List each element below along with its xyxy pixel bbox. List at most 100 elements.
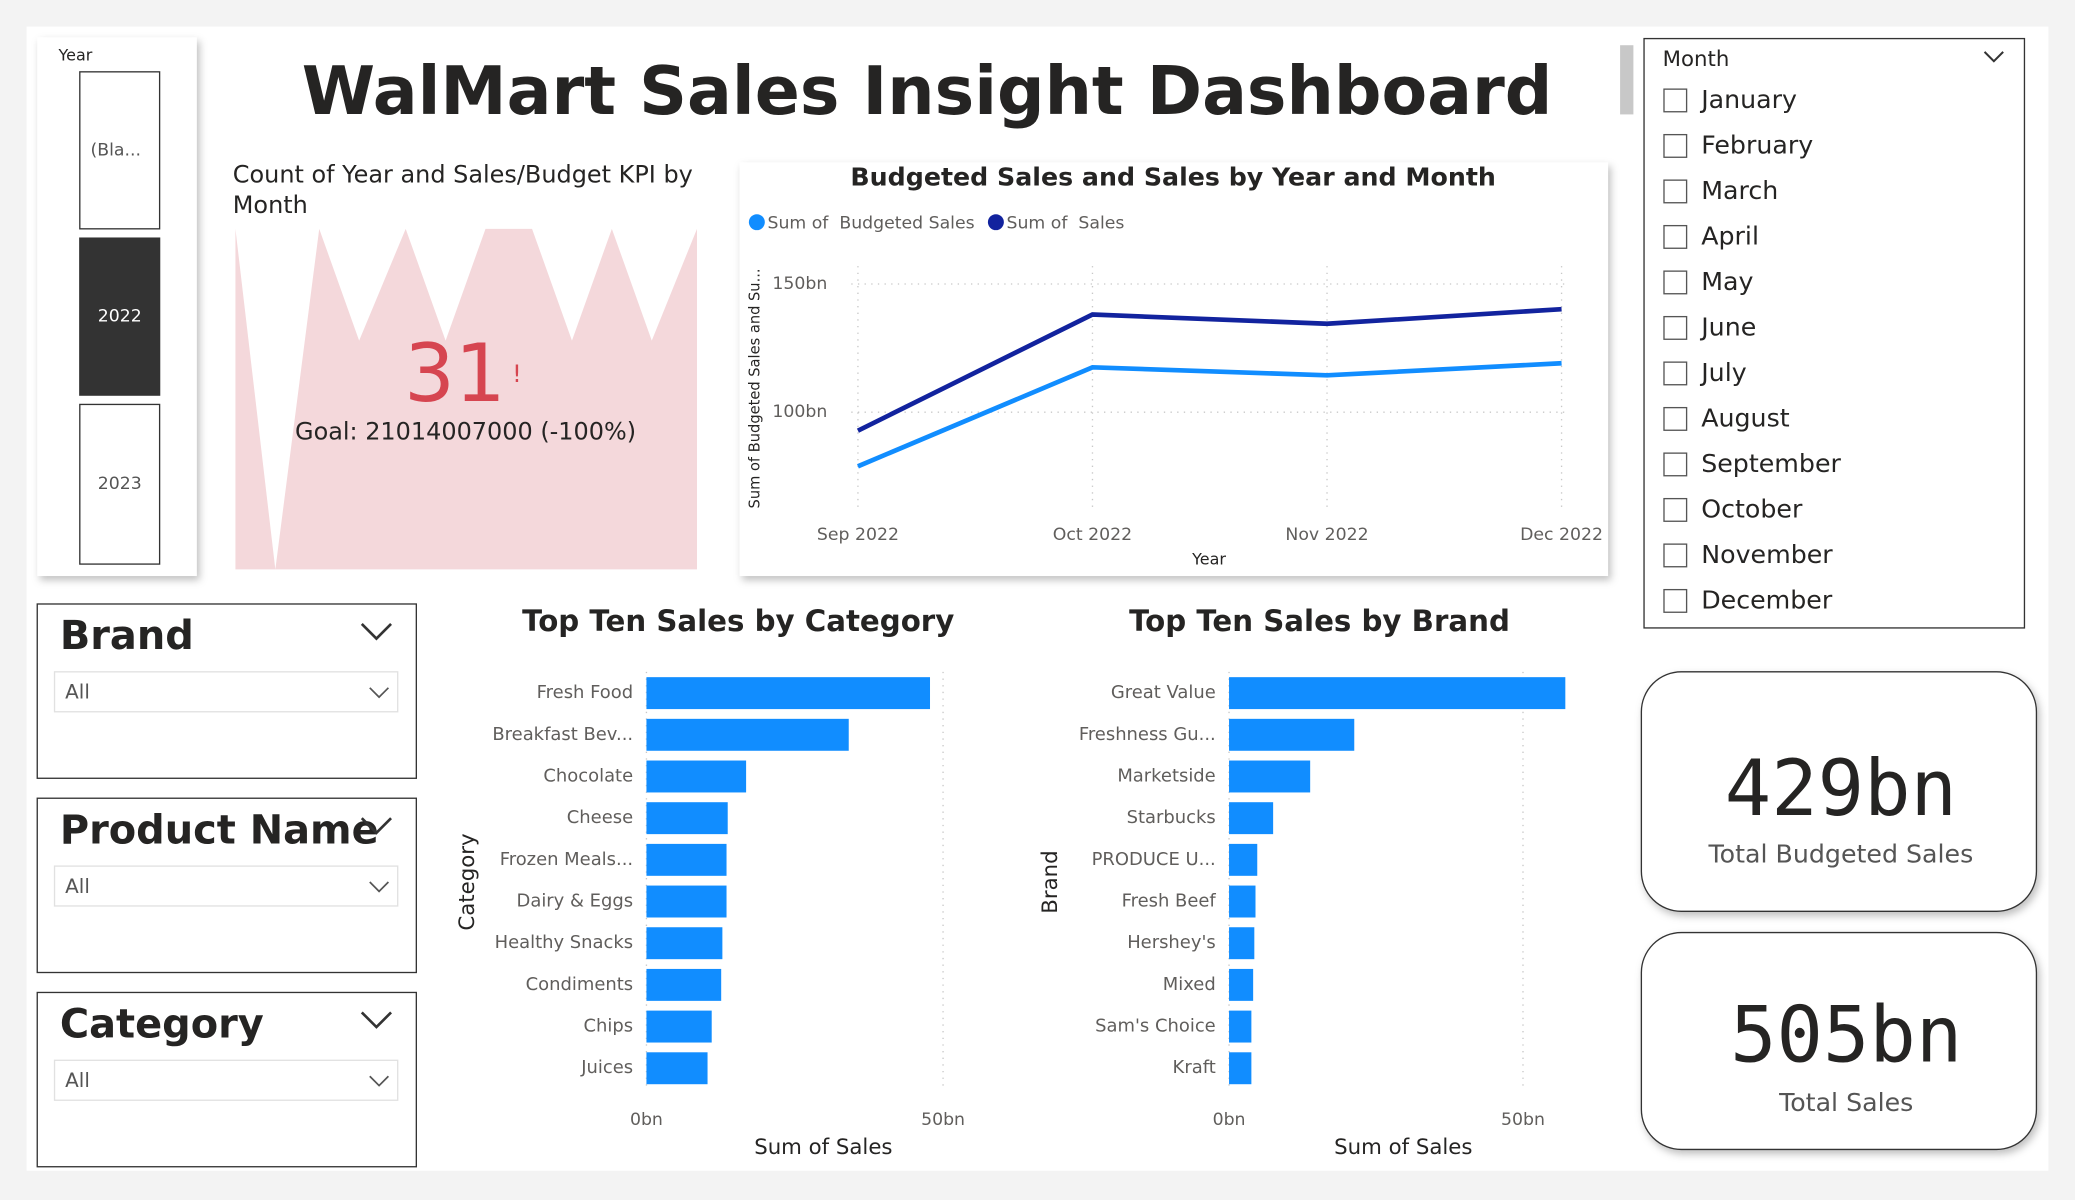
kpi-alert: !	[512, 360, 522, 388]
bar	[646, 677, 931, 710]
y-tick-label: Freshness Gu...	[1079, 724, 1216, 745]
year-option: (Bla...	[90, 140, 140, 160]
month-checkbox[interactable]	[1663, 270, 1688, 295]
month-checkbox[interactable]	[1663, 133, 1688, 158]
y-tick-label: Healthy Snacks	[495, 932, 634, 953]
series-line	[857, 360, 1562, 469]
y-tick-label: Fresh Food	[537, 682, 633, 703]
year-option-box[interactable]	[79, 403, 161, 565]
bar	[1229, 927, 1255, 960]
dashboard-title: WalMart Sales Insight Dashboard	[302, 52, 1553, 130]
legend-label: Sum of Sales	[1007, 214, 1125, 234]
y-axis-label: Brand	[1038, 850, 1063, 913]
month-option[interactable]: January	[1699, 85, 1797, 114]
filter-chevron[interactable]	[360, 623, 392, 641]
month-option[interactable]: May	[1701, 267, 1753, 296]
card	[1640, 671, 2038, 912]
card-value: 505bn	[1730, 990, 1962, 1080]
year-option: 2023	[98, 474, 142, 494]
month-checkbox[interactable]	[1663, 179, 1688, 204]
month-checkbox[interactable]	[1663, 315, 1688, 340]
bar	[646, 760, 747, 793]
month-checkbox[interactable]	[1663, 406, 1688, 431]
dropdown-chevron	[369, 1075, 390, 1087]
month-option[interactable]: June	[1699, 313, 1756, 342]
kpi-value: 31	[404, 327, 506, 420]
dropdown-chevron	[369, 881, 390, 893]
kpi-goal: Goal: 21014007000 (-100%)	[295, 417, 636, 445]
filter-label: Brand	[60, 613, 194, 659]
y-axis-label: Category	[455, 833, 480, 930]
month-checkbox[interactable]	[1663, 88, 1688, 113]
y-tick-label: Kraft	[1173, 1057, 1216, 1078]
bar	[1229, 677, 1566, 710]
month-option[interactable]: February	[1701, 131, 1813, 160]
x-tick-label: Oct 2022	[1053, 525, 1132, 545]
month-option[interactable]: July	[1699, 358, 1746, 387]
bar	[1229, 843, 1258, 876]
filter-value: All	[65, 680, 90, 704]
kpi-title-box: Count of Year and Sales/Budget KPI by Mo…	[232, 160, 693, 220]
bar	[646, 927, 723, 960]
bar	[646, 843, 727, 876]
card	[1640, 931, 2038, 1151]
month-chevron[interactable]	[1983, 51, 2004, 63]
filter-dropdown[interactable]	[53, 1059, 399, 1101]
month-checkbox[interactable]	[1663, 361, 1688, 386]
bar	[646, 718, 849, 751]
y-tick-label: Cheese	[567, 807, 633, 828]
kpi-trend	[235, 228, 697, 570]
y-tick-label: Great Value	[1111, 682, 1216, 703]
month-checkbox[interactable]	[1663, 497, 1688, 522]
y-tick-label: Starbucks	[1127, 807, 1216, 828]
chart-title: Top Ten Sales by Category	[522, 604, 954, 638]
filter-chevron[interactable]	[360, 1011, 392, 1029]
x-axis-label: Sum of Sales	[1334, 1135, 1472, 1160]
year-slicer-label: Year	[58, 45, 93, 64]
month-checkbox[interactable]	[1663, 543, 1688, 568]
filter-dropdown[interactable]	[53, 671, 399, 713]
month-checkbox[interactable]	[1663, 588, 1688, 613]
year-option-box[interactable]	[79, 237, 161, 396]
year-option: 2022	[98, 307, 142, 327]
legend-label: Sum of Budgeted Sales	[767, 214, 974, 234]
y-tick-label: 150bn	[772, 274, 827, 294]
y-axis-label: Sum of Budgeted Sales and Su...	[747, 268, 764, 508]
chart-title: Budgeted Sales and Sales by Year and Mon…	[850, 162, 1496, 191]
scrollbar	[1620, 45, 1634, 115]
month-checkbox[interactable]	[1663, 224, 1688, 249]
card-label: Total Budgeted Sales	[1708, 839, 1974, 868]
series-line	[856, 306, 1562, 433]
filter-chevron[interactable]	[360, 817, 392, 835]
x-tick-label: Nov 2022	[1285, 525, 1368, 545]
year-option-box[interactable]	[79, 71, 161, 230]
month-option[interactable]: September	[1701, 449, 1841, 478]
y-tick-label: Juices	[580, 1057, 633, 1078]
x-tick-label: 50bn	[921, 1110, 965, 1130]
bar	[1229, 1052, 1252, 1085]
bar	[1229, 885, 1256, 918]
month-option[interactable]: December	[1701, 586, 1833, 615]
month-option[interactable]: November	[1701, 540, 1833, 569]
y-tick-label: Chips	[584, 1016, 634, 1037]
dropdown-chevron	[369, 687, 390, 699]
bar	[646, 1052, 708, 1085]
kpi-title: Count of Year and Sales/Budget KPI by Mo…	[232, 160, 693, 220]
month-option[interactable]: October	[1701, 495, 1803, 524]
y-tick-label: Chocolate	[543, 765, 633, 786]
chart-title: Top Ten Sales by Brand	[1129, 604, 1510, 638]
legend-dot	[987, 214, 1004, 231]
y-tick-label: Fresh Beef	[1122, 891, 1217, 912]
month-checkbox[interactable]	[1663, 452, 1688, 477]
filter-dropdown[interactable]	[53, 865, 399, 907]
y-tick-label: Marketside	[1117, 765, 1215, 786]
month-option[interactable]: March	[1701, 176, 1778, 205]
y-tick-label: Condiments	[526, 974, 633, 995]
month-option[interactable]: August	[1701, 404, 1790, 433]
y-tick-label: Breakfast Bev...	[492, 724, 633, 745]
x-tick-label: 0bn	[630, 1110, 663, 1130]
month-option[interactable]: April	[1701, 222, 1759, 251]
y-tick-label: Frozen Meals...	[500, 849, 633, 870]
